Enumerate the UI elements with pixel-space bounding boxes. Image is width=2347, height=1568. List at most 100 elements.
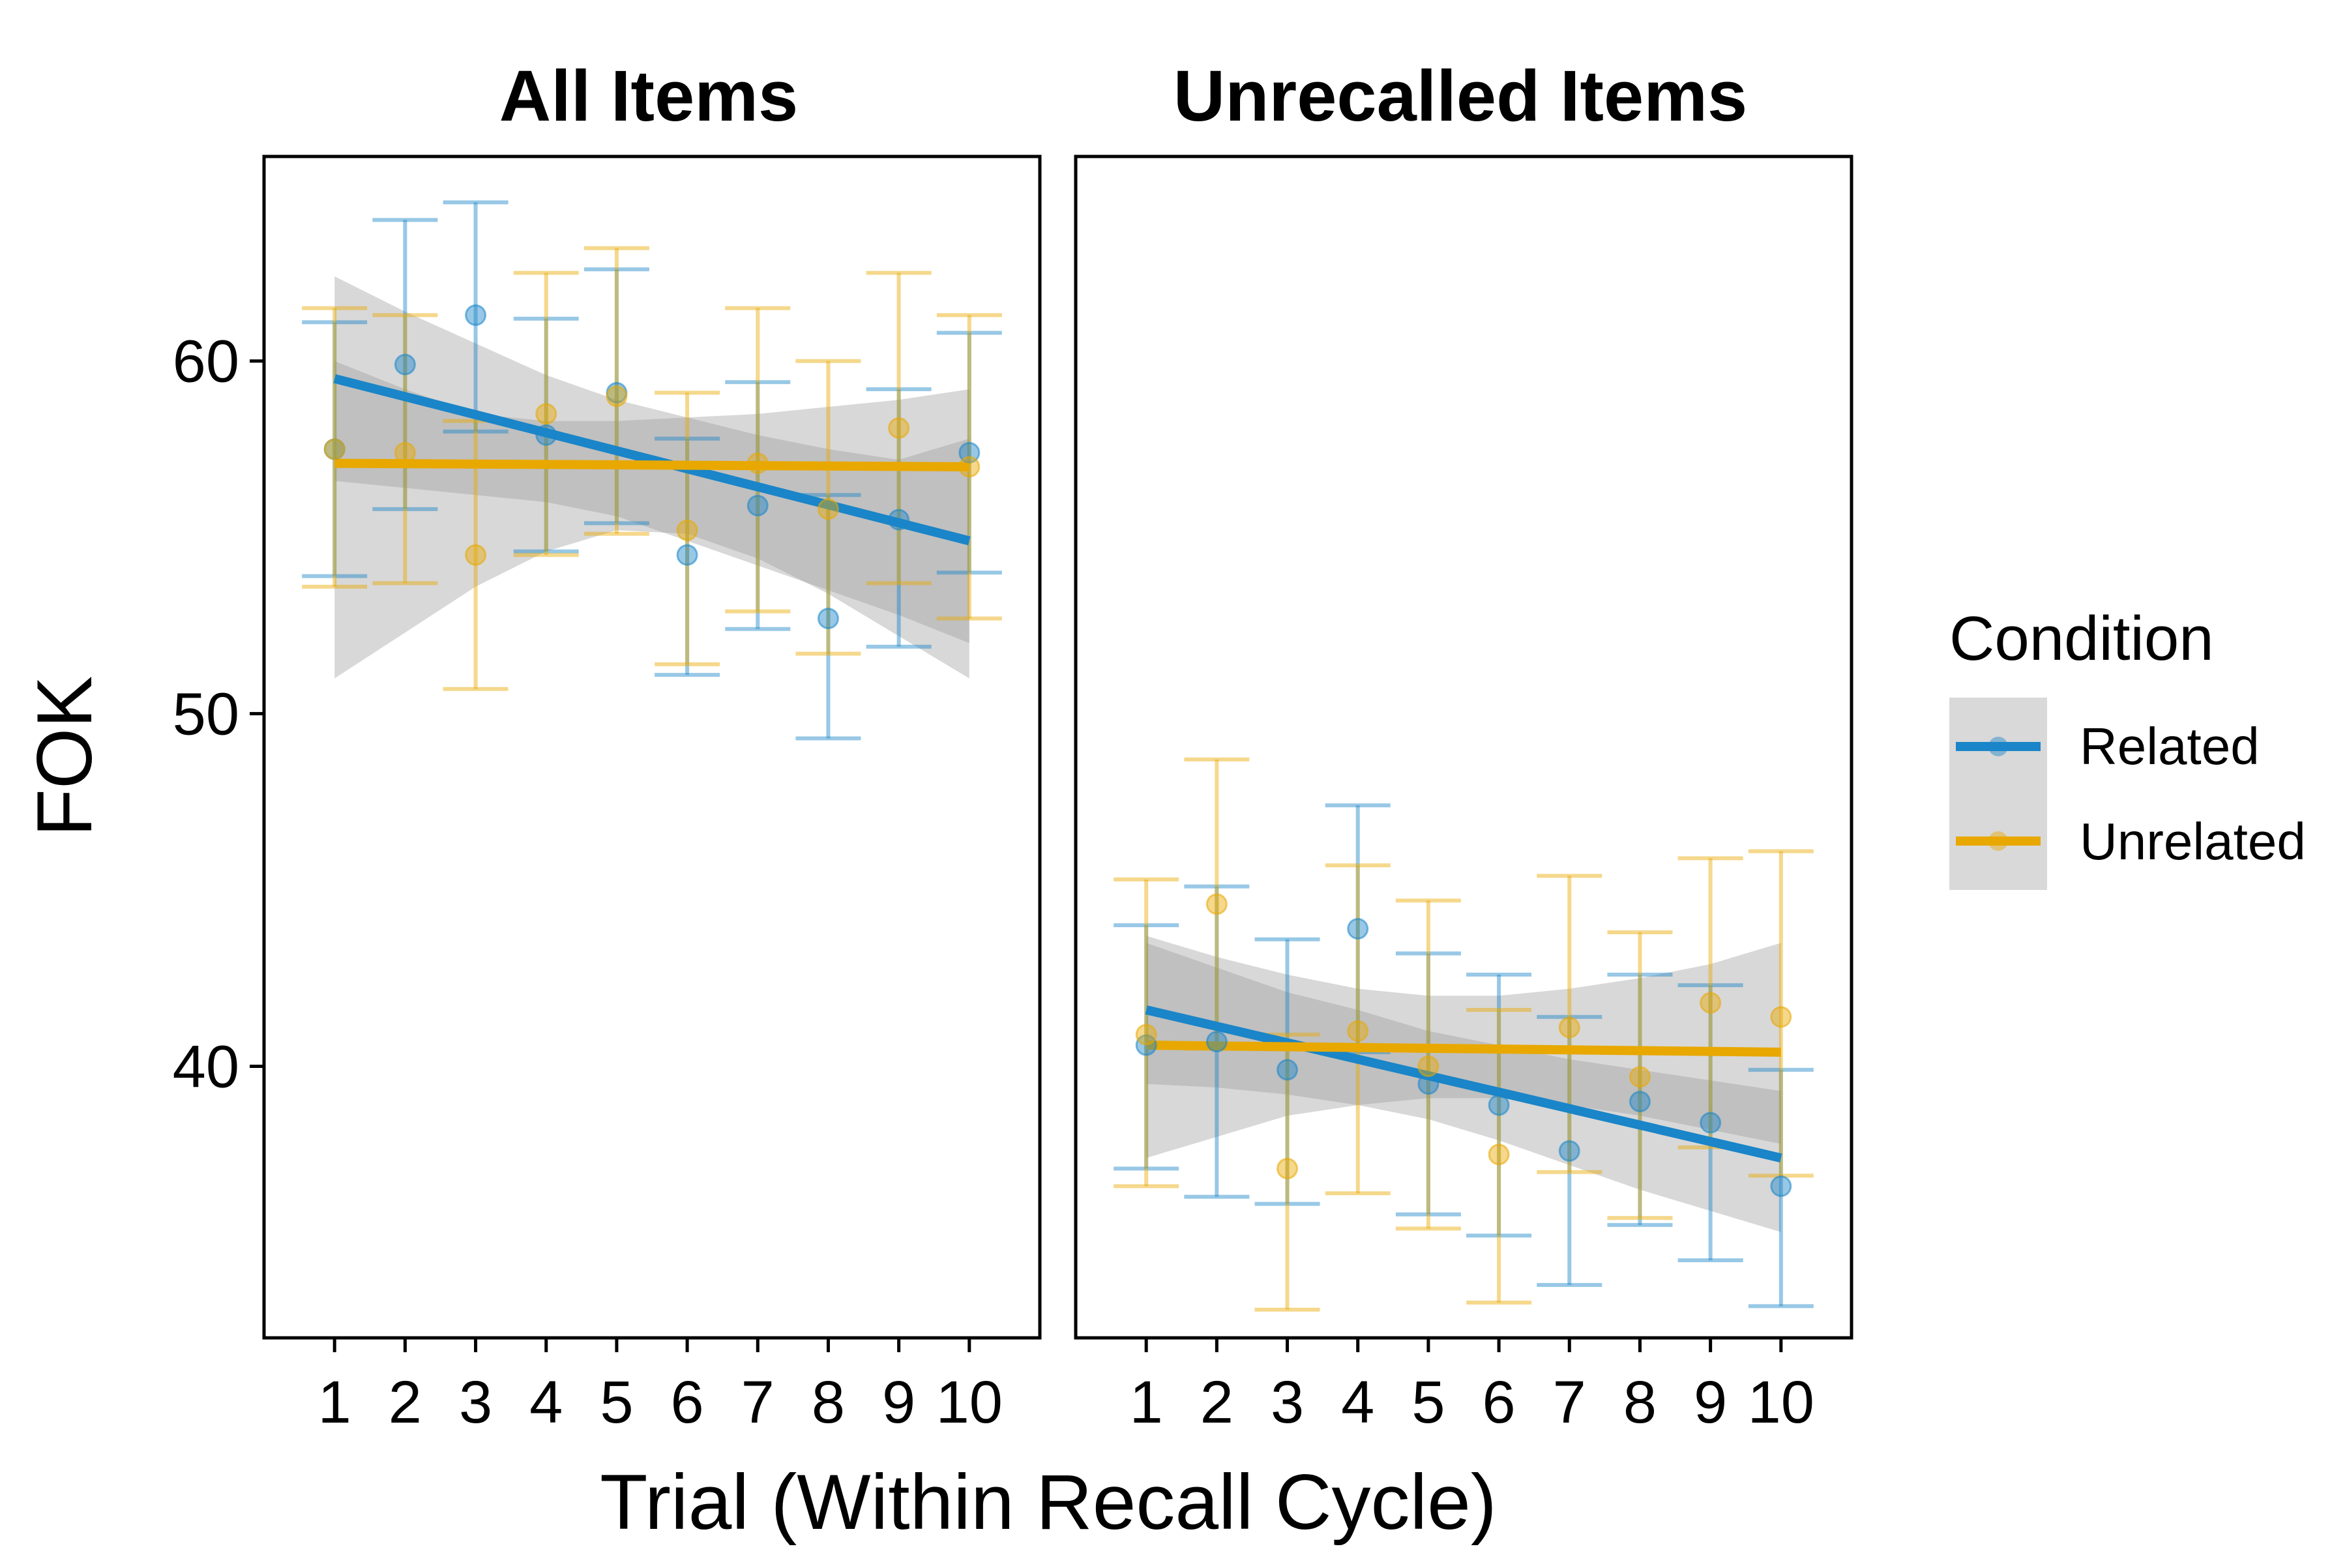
y-tick-label-60: 60 — [173, 329, 239, 395]
point-all-items-unrelated-1 — [323, 438, 346, 460]
point-unrecalled-items-related-7 — [1558, 1140, 1580, 1162]
error-bar-all-items-unrelated-2 — [372, 313, 438, 585]
point-unrecalled-items-related-5 — [1417, 1073, 1439, 1095]
point-all-items-unrelated-2 — [394, 441, 416, 464]
trend-line-all-items-related — [333, 374, 971, 546]
x-tick-label-unrecalled-items-4: 4 — [1341, 1369, 1374, 1436]
point-unrecalled-items-unrelated-3 — [1277, 1157, 1299, 1179]
x-tick-label-all-items-7: 7 — [741, 1369, 775, 1436]
point-unrecalled-items-unrelated-10 — [1770, 1006, 1792, 1028]
point-all-items-unrelated-5 — [606, 385, 628, 407]
point-all-items-related-4 — [535, 424, 557, 446]
x-axis-title: Trial (Within Recall Cycle) — [600, 1458, 1497, 1546]
point-unrecalled-items-related-10 — [1770, 1175, 1792, 1197]
legend-key-unrelated-point — [1988, 831, 2008, 851]
point-unrecalled-items-related-3 — [1277, 1059, 1299, 1081]
error-bar-unrecalled-items-unrelated-1 — [1114, 877, 1179, 1189]
x-tick-label-all-items-4: 4 — [529, 1369, 563, 1436]
trend-lines — [333, 374, 1782, 1162]
point-unrecalled-items-unrelated-1 — [1135, 1024, 1157, 1046]
x-tick-label-unrecalled-items-6: 6 — [1483, 1369, 1516, 1436]
point-all-items-related-8 — [817, 608, 839, 630]
error-bar-unrecalled-items-related-9 — [1677, 983, 1743, 1263]
x-tick-label-unrecalled-items-7: 7 — [1553, 1369, 1586, 1436]
point-all-items-unrelated-8 — [817, 498, 839, 520]
error-bar-unrecalled-items-related-5 — [1395, 951, 1461, 1217]
error-bar-unrecalled-items-related-8 — [1607, 972, 1673, 1227]
trend-line-unrecalled-items-unrelated — [1146, 1041, 1781, 1057]
x-tick-label-all-items-10: 10 — [936, 1369, 1003, 1436]
point-all-items-unrelated-9 — [888, 417, 910, 439]
point-all-items-unrelated-10 — [958, 456, 981, 478]
x-tick-label-all-items-5: 5 — [600, 1369, 633, 1436]
point-all-items-related-7 — [746, 494, 769, 516]
point-all-items-unrelated-3 — [465, 544, 487, 566]
x-tick-label-unrecalled-items-2: 2 — [1200, 1369, 1233, 1436]
x-tick-label-all-items-1: 1 — [318, 1369, 351, 1436]
point-all-items-unrelated-4 — [535, 403, 557, 425]
point-unrecalled-items-unrelated-5 — [1417, 1056, 1439, 1078]
point-unrecalled-items-unrelated-2 — [1205, 893, 1228, 915]
y-tick-label-40: 40 — [173, 1034, 239, 1101]
point-all-items-related-9 — [888, 509, 910, 531]
error-bar-unrecalled-items-unrelated-5 — [1395, 898, 1461, 1231]
point-unrecalled-items-related-2 — [1205, 1031, 1228, 1053]
point-all-items-unrelated-6 — [676, 519, 698, 541]
panel-title-unrecalled-items: Unrecalled Items — [1174, 56, 1747, 136]
x-tick-label-all-items-8: 8 — [812, 1369, 845, 1436]
ci-band-all-items-unrelated — [334, 361, 969, 679]
panel-frame-all-items — [262, 155, 1042, 1340]
point-unrecalled-items-unrelated-9 — [1700, 992, 1722, 1014]
point-all-items-related-3 — [465, 304, 487, 326]
error-bar-unrecalled-items-related-6 — [1466, 972, 1532, 1238]
x-tick-label-all-items-9: 9 — [882, 1369, 915, 1436]
x-tick-label-unrecalled-items-8: 8 — [1623, 1369, 1657, 1436]
x-tick-label-all-items-3: 3 — [459, 1369, 492, 1436]
y-tick-label-50: 50 — [173, 681, 239, 748]
point-unrecalled-items-related-8 — [1629, 1091, 1651, 1113]
error-bar-all-items-related-3 — [443, 200, 509, 434]
trend-line-unrecalled-items-related — [1145, 1005, 1782, 1162]
point-unrecalled-items-unrelated-4 — [1347, 1020, 1369, 1042]
error-bar-all-items-unrelated-9 — [866, 271, 932, 585]
point-all-items-unrelated-7 — [746, 452, 769, 475]
error-bar-all-items-unrelated-1 — [302, 306, 368, 589]
legend-label-related: Related — [2080, 717, 2260, 775]
error-bar-all-items-related-6 — [655, 436, 720, 677]
panel-frames — [262, 155, 1853, 1340]
error-bar-unrecalled-items-unrelated-7 — [1537, 874, 1602, 1174]
x-tick-label-unrecalled-items-3: 3 — [1271, 1369, 1304, 1436]
error-bar-all-items-related-7 — [725, 380, 791, 631]
data-points — [323, 304, 1792, 1197]
error-bar-unrecalled-items-unrelated-8 — [1607, 930, 1673, 1220]
error-bar-all-items-unrelated-5 — [583, 246, 649, 536]
point-unrecalled-items-related-4 — [1347, 918, 1369, 940]
panel-title-all-items: All Items — [499, 56, 798, 136]
legend-key-related-point — [1988, 737, 2008, 756]
point-unrecalled-items-unrelated-7 — [1558, 1016, 1580, 1039]
point-unrecalled-items-unrelated-6 — [1488, 1144, 1510, 1166]
legend-key-background — [1949, 698, 2047, 890]
x-tick-label-all-items-2: 2 — [389, 1369, 422, 1436]
error-bar-all-items-related-1 — [302, 320, 368, 578]
x-tick-label-unrecalled-items-5: 5 — [1411, 1369, 1445, 1436]
point-unrecalled-items-related-9 — [1700, 1112, 1722, 1134]
error-bar-all-items-unrelated-7 — [725, 306, 791, 614]
point-all-items-related-2 — [394, 353, 416, 376]
error-bar-all-items-related-5 — [583, 267, 649, 525]
point-all-items-related-6 — [676, 544, 698, 566]
legend-title: Condition — [1949, 604, 2214, 673]
point-unrecalled-items-unrelated-8 — [1629, 1066, 1651, 1088]
x-tick-label-all-items-6: 6 — [671, 1369, 704, 1436]
x-tick-label-unrecalled-items-1: 1 — [1130, 1369, 1163, 1436]
error-bar-all-items-unrelated-6 — [655, 391, 720, 666]
error-bar-all-items-related-10 — [936, 331, 1002, 575]
trend-line-all-items-unrelated — [334, 458, 969, 471]
x-tick-label-unrecalled-items-10: 10 — [1748, 1369, 1814, 1436]
x-tick-label-unrecalled-items-9: 9 — [1694, 1369, 1727, 1436]
panel-frame-unrecalled-items — [1074, 155, 1853, 1340]
error-bar-unrecalled-items-related-10 — [1748, 1067, 1814, 1309]
error-bar-all-items-related-9 — [866, 387, 932, 649]
